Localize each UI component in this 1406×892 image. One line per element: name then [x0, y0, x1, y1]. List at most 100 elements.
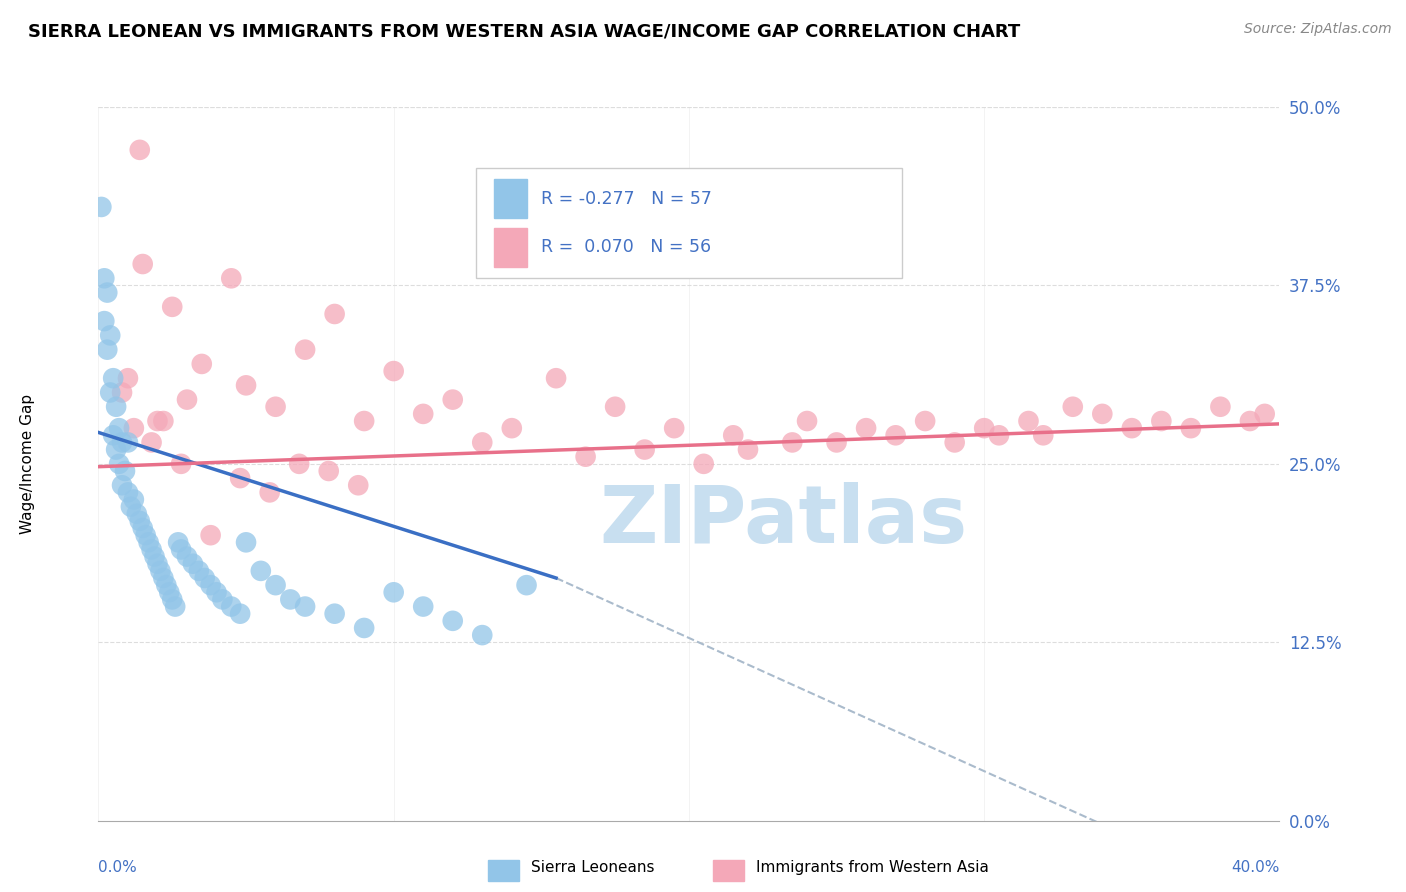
Point — [264, 578, 287, 592]
Point — [323, 607, 346, 621]
Text: 0.0%: 0.0% — [98, 860, 138, 875]
Point — [162, 592, 183, 607]
Point — [914, 414, 936, 428]
Text: 40.0%: 40.0% — [1232, 860, 1279, 875]
Point — [1017, 414, 1039, 428]
Point — [664, 421, 686, 435]
Point — [318, 464, 340, 478]
Point — [170, 457, 193, 471]
Point — [412, 407, 434, 421]
Point — [152, 414, 174, 428]
Point — [278, 592, 302, 607]
Point — [288, 457, 311, 471]
Point — [605, 400, 627, 414]
Point — [219, 271, 242, 285]
Point — [294, 343, 316, 357]
Point — [544, 371, 567, 385]
Point — [825, 435, 848, 450]
Point — [108, 421, 131, 435]
Point — [93, 271, 115, 285]
Point — [146, 557, 169, 571]
Point — [108, 457, 131, 471]
Point — [117, 435, 139, 450]
Point — [181, 557, 204, 571]
Point — [737, 442, 759, 457]
Point — [987, 428, 1010, 442]
Point — [132, 521, 155, 535]
Point — [194, 571, 217, 585]
Point — [264, 400, 287, 414]
Point — [117, 485, 139, 500]
Bar — [494, 179, 527, 219]
Point — [1239, 414, 1261, 428]
Point — [796, 414, 818, 428]
Text: Sierra Leoneans: Sierra Leoneans — [531, 860, 655, 874]
Point — [128, 143, 150, 157]
Point — [165, 599, 187, 614]
Point — [471, 435, 494, 450]
Point — [633, 442, 655, 457]
Point — [167, 535, 190, 549]
Point — [574, 450, 596, 464]
Point — [90, 200, 112, 214]
Point — [96, 343, 118, 357]
Point — [170, 542, 193, 557]
Point — [211, 592, 233, 607]
Point — [855, 421, 877, 435]
Point — [93, 314, 115, 328]
Point — [441, 392, 464, 407]
FancyBboxPatch shape — [477, 168, 901, 278]
Point — [157, 585, 180, 599]
Point — [229, 471, 252, 485]
Point — [382, 585, 405, 599]
Point — [187, 564, 209, 578]
Point — [128, 514, 150, 528]
Point — [441, 614, 464, 628]
Point — [98, 328, 121, 343]
Point — [219, 599, 242, 614]
Point — [294, 599, 316, 614]
Text: R = -0.277   N = 57: R = -0.277 N = 57 — [541, 190, 713, 208]
Point — [141, 435, 163, 450]
Point — [120, 500, 142, 514]
Point — [515, 578, 537, 592]
Point — [323, 307, 346, 321]
Point — [117, 371, 139, 385]
Point — [143, 549, 166, 564]
Point — [146, 414, 169, 428]
Point — [105, 442, 128, 457]
Point — [259, 485, 281, 500]
Point — [1150, 414, 1173, 428]
Point — [353, 621, 375, 635]
Point — [155, 578, 177, 592]
Point — [114, 464, 136, 478]
Point — [122, 492, 145, 507]
Point — [122, 421, 145, 435]
Point — [141, 542, 163, 557]
Point — [782, 435, 804, 450]
Text: Wage/Income Gap: Wage/Income Gap — [20, 393, 35, 534]
Point — [111, 385, 134, 400]
Point — [884, 428, 907, 442]
Bar — [488, 860, 519, 881]
Point — [135, 528, 157, 542]
Point — [1180, 421, 1202, 435]
Point — [1254, 407, 1277, 421]
Point — [149, 564, 172, 578]
Point — [693, 457, 716, 471]
Text: Immigrants from Western Asia: Immigrants from Western Asia — [755, 860, 988, 874]
Text: ZIPatlas: ZIPatlas — [599, 482, 967, 560]
Point — [235, 378, 257, 392]
Point — [205, 585, 228, 599]
Point — [125, 507, 148, 521]
Point — [1091, 407, 1114, 421]
Point — [353, 414, 375, 428]
Point — [943, 435, 966, 450]
Point — [98, 385, 121, 400]
Point — [200, 578, 222, 592]
Point — [250, 564, 273, 578]
Point — [105, 400, 128, 414]
Point — [1062, 400, 1084, 414]
Text: Source: ZipAtlas.com: Source: ZipAtlas.com — [1244, 22, 1392, 37]
Point — [176, 549, 198, 564]
